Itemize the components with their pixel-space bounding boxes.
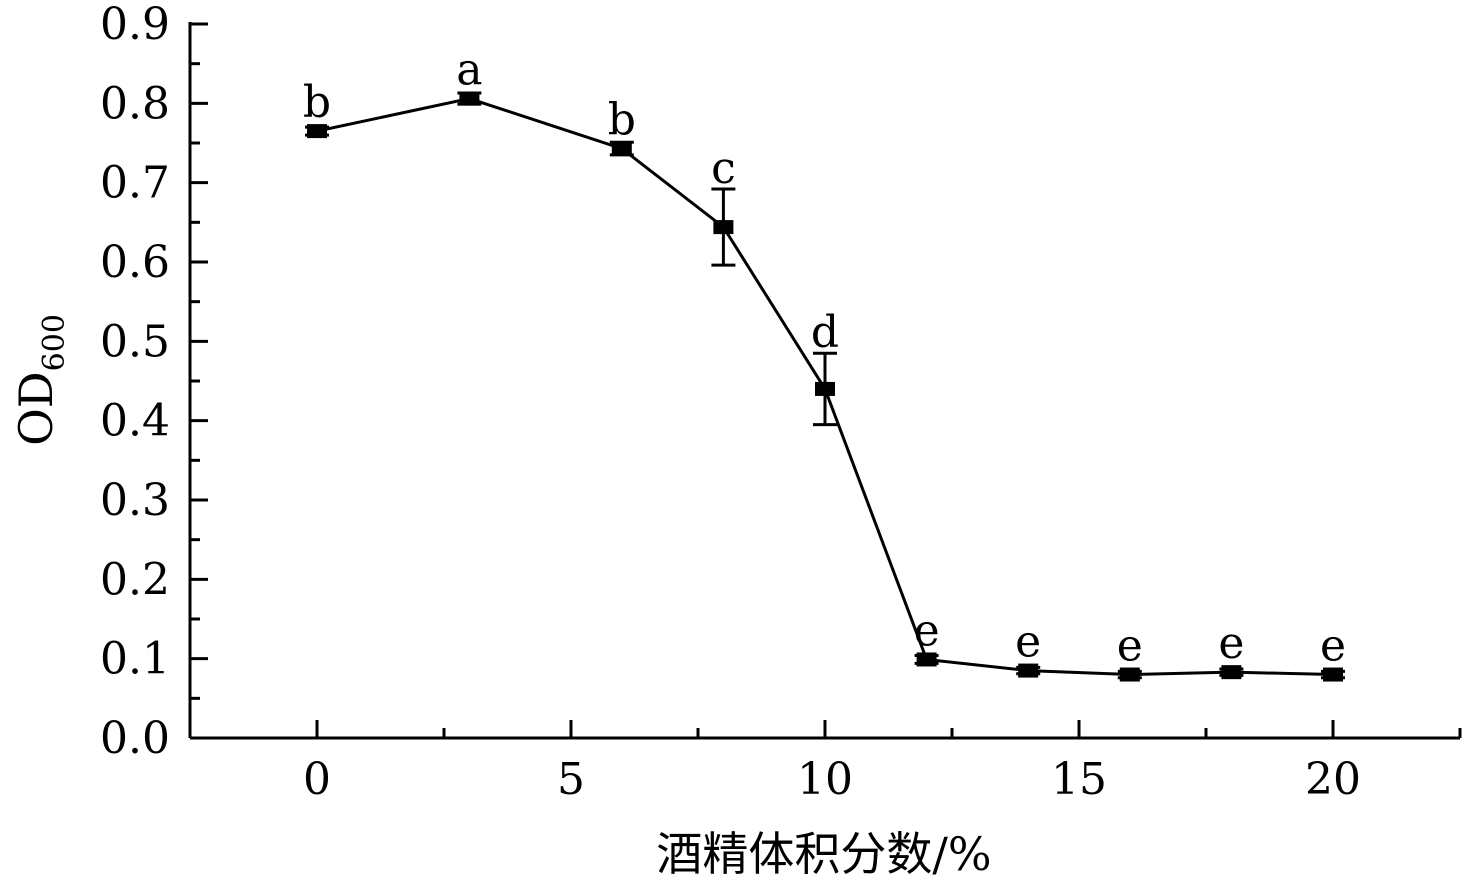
square-marker <box>815 381 835 396</box>
data-point: e <box>914 605 940 667</box>
x-tick-label: 15 <box>1051 754 1107 805</box>
data-point: e <box>1320 621 1346 682</box>
significance-label: b <box>608 95 636 146</box>
data-point: b <box>608 95 636 157</box>
data-point: b <box>303 77 331 139</box>
x-tick-label: 20 <box>1305 754 1361 805</box>
y-tick-label: 0.1 <box>100 634 170 685</box>
square-marker <box>307 124 327 139</box>
y-axis-title-main: OD <box>9 371 63 446</box>
square-marker <box>1323 667 1343 682</box>
y-tick-label: 0.4 <box>100 396 170 447</box>
square-marker <box>1018 663 1039 678</box>
significance-label: b <box>303 77 331 128</box>
significance-label: e <box>1117 621 1143 672</box>
x-tick-label: 0 <box>303 754 331 805</box>
y-tick-label: 0.0 <box>100 713 170 764</box>
y-axis-title: OD600 <box>9 314 72 446</box>
data-point: d <box>811 307 839 427</box>
y-tick-label: 0.7 <box>100 158 170 209</box>
square-marker <box>713 220 734 235</box>
significance-label: a <box>456 45 482 96</box>
y-tick-label: 0.3 <box>100 475 170 526</box>
significance-label: e <box>1218 618 1244 669</box>
data-series: b a b c d e e e e e <box>303 45 1346 682</box>
significance-label: e <box>914 605 940 656</box>
square-marker <box>916 652 937 667</box>
data-point: a <box>456 45 483 106</box>
square-marker <box>1119 667 1140 682</box>
data-point: e <box>1117 621 1143 682</box>
y-tick-label: 0.6 <box>100 237 170 288</box>
square-marker <box>459 91 480 106</box>
y-tick-label: 0.9 <box>100 0 170 50</box>
series-line <box>316 97 1334 677</box>
data-point: c <box>711 143 736 267</box>
data-point: e <box>1015 617 1041 678</box>
y-axis-title-subscript: 600 <box>37 314 72 371</box>
y-tick-label: 0.2 <box>100 554 170 605</box>
y-tick-label: 0.5 <box>100 316 170 367</box>
significance-label: e <box>1320 621 1346 672</box>
x-tick-label: 5 <box>557 754 585 805</box>
square-marker <box>611 141 632 156</box>
x-axis-title: 酒精体积分数/% <box>656 827 991 881</box>
y-tick-label: 0.8 <box>100 78 170 129</box>
significance-label: d <box>811 307 839 358</box>
square-marker <box>1221 665 1242 680</box>
data-point: e <box>1218 618 1244 680</box>
significance-label: c <box>711 143 736 194</box>
significance-label: e <box>1015 617 1041 668</box>
ticks: 0.0 0.1 0.2 0.3 0.4 0.5 0.6 0.7 0.8 0.9 0 5 10 15 20 <box>100 0 1462 805</box>
x-tick-label: 10 <box>797 754 853 805</box>
